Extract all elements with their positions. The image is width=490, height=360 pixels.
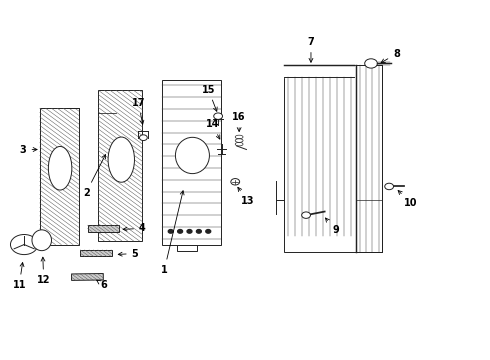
Ellipse shape (32, 230, 51, 251)
Circle shape (206, 230, 211, 233)
Circle shape (196, 230, 201, 233)
Bar (98, 90, 143, 241)
Text: 8: 8 (381, 49, 400, 63)
Ellipse shape (175, 137, 209, 174)
Bar (40, 108, 79, 244)
Text: 7: 7 (308, 37, 315, 62)
Text: 16: 16 (232, 112, 246, 131)
Text: 10: 10 (398, 190, 418, 208)
Ellipse shape (108, 137, 134, 182)
Text: 1: 1 (161, 191, 184, 275)
Bar (284, 65, 382, 252)
Text: 15: 15 (201, 85, 217, 111)
Circle shape (168, 230, 173, 233)
Text: 2: 2 (83, 154, 105, 198)
Circle shape (302, 212, 311, 219)
Text: 6: 6 (97, 280, 107, 290)
Circle shape (10, 234, 38, 255)
Circle shape (178, 230, 183, 233)
Text: 14: 14 (205, 120, 220, 139)
Circle shape (214, 113, 222, 120)
Text: 13: 13 (238, 187, 254, 206)
Text: 12: 12 (37, 257, 50, 285)
Bar (162, 80, 220, 244)
Text: 4: 4 (123, 224, 146, 233)
Text: 11: 11 (13, 262, 26, 290)
Polygon shape (88, 225, 120, 231)
Ellipse shape (49, 147, 72, 190)
Polygon shape (80, 250, 112, 256)
Polygon shape (72, 274, 103, 280)
Text: 17: 17 (132, 98, 145, 124)
Text: 9: 9 (325, 218, 339, 235)
Text: 3: 3 (20, 144, 37, 154)
Circle shape (231, 179, 240, 185)
Circle shape (140, 135, 147, 140)
Circle shape (365, 59, 377, 68)
Circle shape (187, 230, 192, 233)
Text: 5: 5 (118, 248, 139, 258)
Bar (176, 244, 197, 251)
Circle shape (385, 183, 393, 190)
